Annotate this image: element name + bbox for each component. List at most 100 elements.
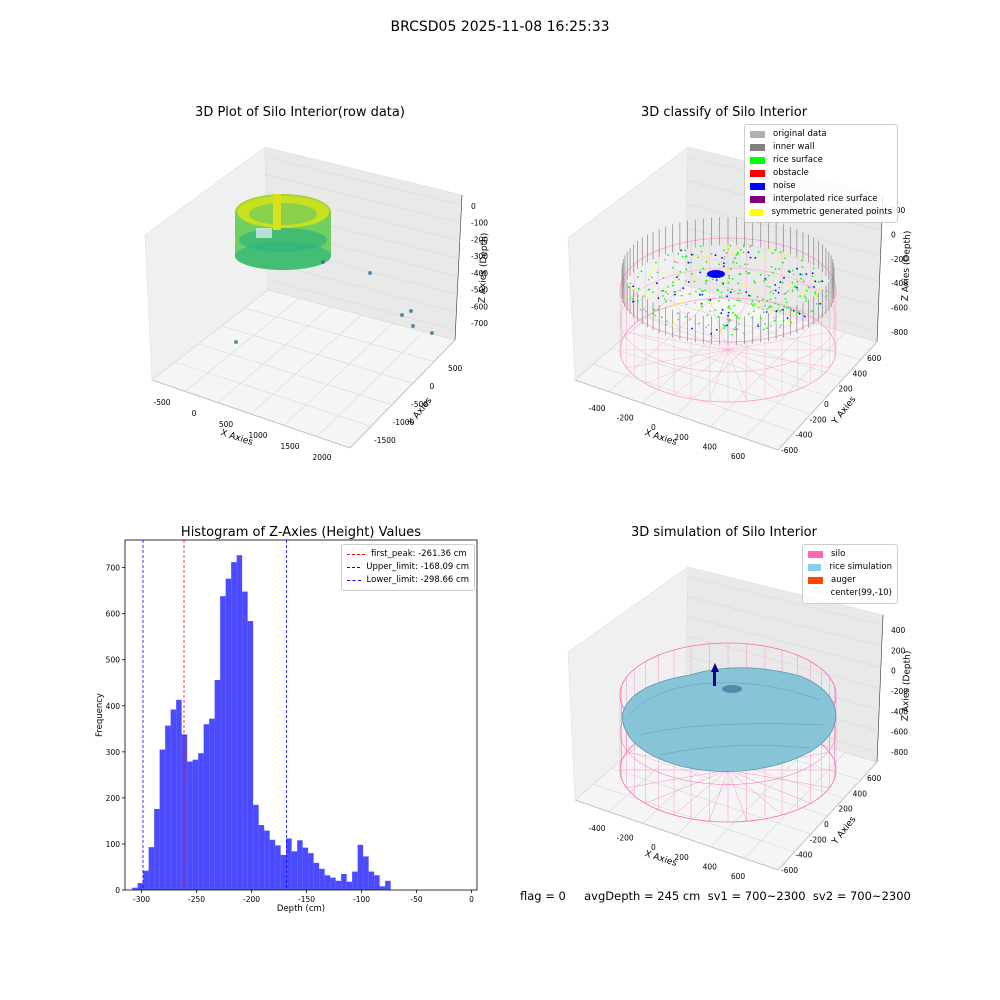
histogram-bar	[330, 877, 336, 890]
legend-label: auger	[831, 575, 856, 585]
status-footer: flag = 0 avgDepth = 245 cm sv1 = 700~230…	[520, 889, 911, 903]
surface-point	[724, 255, 726, 258]
rice-surface-cloud	[235, 194, 331, 270]
surface-point	[796, 286, 798, 289]
tick-label: 600	[731, 872, 746, 881]
surface-point	[759, 273, 762, 276]
tick-label: -500	[471, 286, 488, 295]
tick-label: -800	[891, 748, 908, 757]
outlier-point	[400, 313, 404, 317]
surface-point	[715, 329, 718, 331]
tick-label: -500	[411, 400, 428, 409]
outlier-point	[411, 324, 415, 328]
surface-point	[787, 306, 790, 309]
tick-label: 0	[824, 400, 829, 409]
surface-point	[714, 254, 717, 257]
surface-point	[770, 266, 773, 268]
surface-point	[688, 293, 691, 295]
surface-point	[737, 317, 740, 320]
surface-point	[700, 303, 703, 305]
surface-point	[722, 323, 725, 326]
surface-point	[680, 294, 683, 297]
legend-item: rice surface	[750, 154, 892, 167]
tick-label: -600	[471, 302, 488, 311]
tick-label: -400	[891, 279, 908, 288]
grid-line	[250, 314, 362, 415]
surface-point	[763, 328, 765, 331]
silo-spoke	[709, 769, 729, 822]
surface-point	[637, 276, 639, 278]
surface-point	[764, 304, 766, 307]
surface-point	[775, 310, 778, 312]
outlier-points	[234, 260, 434, 344]
surface-point	[739, 289, 741, 291]
surface-point	[661, 295, 664, 297]
histogram-bar	[324, 875, 331, 890]
histogram-bar	[357, 844, 364, 890]
histogram-bar	[231, 562, 237, 890]
surface-point	[688, 318, 691, 321]
surface-point	[701, 290, 704, 293]
legend-simulation: silo rice simulation auger center(99,-10)	[802, 544, 898, 604]
surface-point	[693, 272, 696, 275]
surface-point	[662, 289, 665, 292]
surface-point	[691, 327, 693, 330]
histogram-bar	[137, 883, 144, 890]
surface-point	[783, 293, 786, 295]
legend-label: noise	[773, 181, 796, 191]
surface-point	[777, 291, 780, 294]
surface-point	[766, 300, 769, 302]
legend-histogram: first_peak: -261.36 cm Upper_limit: -168.…	[341, 544, 475, 591]
grid-line	[611, 768, 812, 835]
surface-point	[791, 313, 794, 316]
legend-label: rice surface	[773, 155, 823, 165]
tick-label: 200	[891, 646, 906, 655]
silo-spoke	[645, 769, 729, 804]
histogram-bar	[247, 621, 254, 890]
surface-point	[655, 261, 657, 264]
tick-label: -600	[891, 728, 908, 737]
surface-point	[732, 261, 734, 264]
tick-label: 0	[824, 820, 829, 829]
surface-point	[753, 280, 756, 283]
silo-spoke	[727, 769, 747, 822]
histogram-bar	[269, 839, 276, 890]
histogram-bar	[236, 555, 243, 890]
histogram-bar	[346, 881, 353, 890]
histogram-bar	[170, 709, 177, 890]
surface-point	[784, 257, 786, 259]
grid-line	[686, 616, 882, 668]
grid-line	[316, 331, 425, 437]
surface-point	[736, 251, 739, 254]
surface-point	[779, 310, 782, 313]
tick-label: -400	[795, 431, 812, 440]
surface-point	[778, 326, 781, 329]
surface-point	[753, 310, 755, 312]
surface-point	[777, 254, 780, 257]
surface-point	[805, 273, 808, 275]
surface-point	[740, 317, 743, 320]
surface-point	[676, 271, 679, 274]
histogram-bar	[192, 759, 199, 890]
legend-label: interpolated rice surface	[773, 194, 878, 204]
surface-point	[734, 326, 737, 329]
histogram-bar	[187, 761, 193, 890]
surface-point	[728, 299, 730, 302]
surface-point	[801, 273, 804, 276]
surface-point	[699, 271, 702, 274]
histogram-bar	[165, 725, 171, 890]
surface-point	[671, 324, 674, 326]
surface-point	[728, 245, 730, 248]
surface-point	[743, 332, 745, 335]
surface-point	[737, 292, 739, 295]
surface-point	[754, 263, 757, 266]
surface-point	[672, 281, 674, 284]
surface-point	[803, 291, 805, 294]
surface-point	[721, 308, 724, 311]
x-axis-label: X Axies	[643, 849, 678, 869]
histogram-bar	[159, 749, 166, 890]
outlier-point	[430, 331, 434, 335]
surface-point	[731, 277, 734, 280]
outlier-point	[368, 271, 372, 275]
